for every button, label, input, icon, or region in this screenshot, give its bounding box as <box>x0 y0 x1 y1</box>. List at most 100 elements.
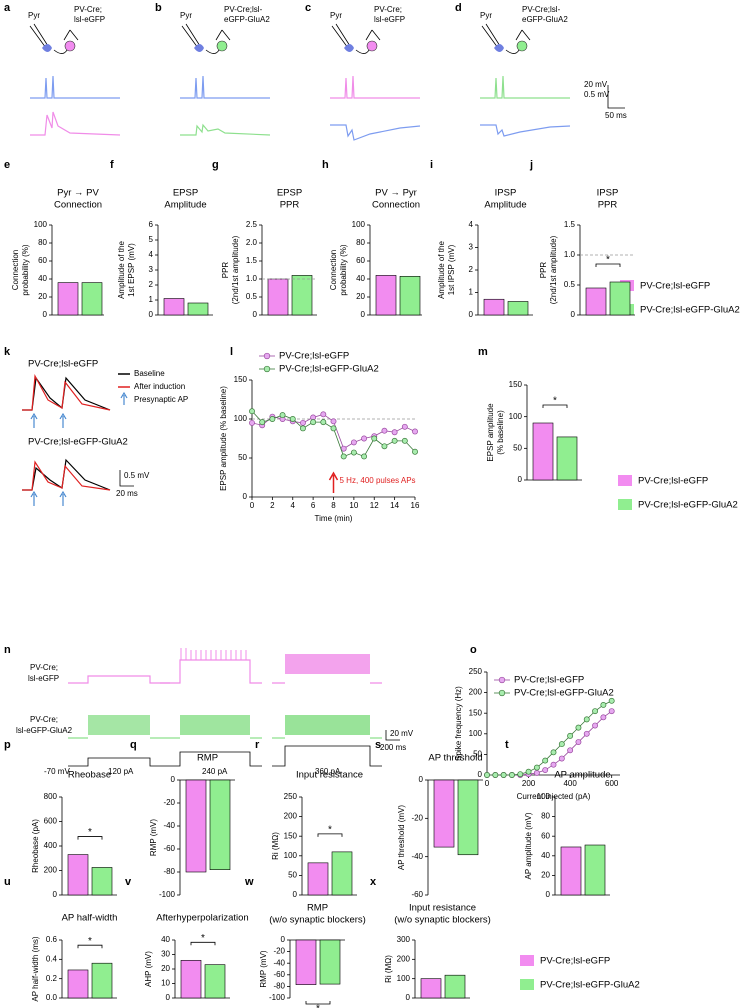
data-point <box>269 416 276 422</box>
panel-letter: c <box>305 2 311 14</box>
annotation: 5 Hz, 400 pulses APs <box>340 476 416 485</box>
data-point <box>567 747 574 754</box>
y-tick-label: 1 <box>149 295 154 304</box>
y-tick-label: 1.0 <box>246 274 258 283</box>
data-point <box>330 425 337 432</box>
cell-label: lsl-eGFP <box>374 15 405 24</box>
y-axis-label: Connection <box>11 250 20 290</box>
x-tick-label: 4 <box>291 501 296 510</box>
y-axis-label: RMP (mV) <box>149 819 158 857</box>
trace <box>330 75 420 99</box>
y-tick-label: 0.6 <box>46 935 58 944</box>
y-tick-label: -20 <box>411 813 423 822</box>
data-point <box>600 702 607 708</box>
y-tick-label: 1.5 <box>246 256 258 265</box>
bar <box>57 282 79 316</box>
y-tick-label: -60 <box>273 970 285 979</box>
y-tick-label: 30 <box>161 950 170 959</box>
significance-bracket <box>305 1001 331 1005</box>
data-point <box>371 435 378 442</box>
data-point <box>517 771 524 778</box>
y-tick-label: 0 <box>546 890 551 899</box>
electrode <box>481 23 531 49</box>
scale-line <box>607 85 625 109</box>
y-tick-label: 0 <box>419 775 424 784</box>
y-tick-label: 40 <box>541 851 550 860</box>
panel-letter: l <box>230 346 233 358</box>
y-axis-label: Spike frequency (Hz) <box>454 686 463 761</box>
panel-n: n PV-Cre; lsl-eGFP PV-Cre; lsl-eGFP-GluA… <box>4 644 414 776</box>
bar <box>295 939 317 985</box>
trace <box>30 75 120 99</box>
y-tick-label: 1.5 <box>564 220 576 229</box>
chart-title: Input resistance <box>296 770 363 781</box>
legend-label: PV-Cre;lsl-eGFP <box>514 675 584 686</box>
y-tick-label: 80 <box>356 238 365 247</box>
trace <box>180 123 271 136</box>
trace <box>330 124 421 141</box>
panel-d: d Pyr PV-Cre;lsl- eGFP-GluA2 <box>455 2 571 137</box>
y-tick-label: 0 <box>166 993 171 1002</box>
chart-title: Amplitude <box>164 200 206 211</box>
y-tick-label: 200 <box>284 812 298 821</box>
pyr-cell <box>42 44 52 52</box>
pyr-cell <box>344 44 354 52</box>
panel-letter: s <box>375 739 381 751</box>
spikes <box>180 648 247 660</box>
bar <box>444 974 466 999</box>
data-point <box>592 722 599 729</box>
legend-swatch <box>520 979 534 990</box>
y-axis-label: PPR <box>221 262 230 279</box>
data-point <box>412 448 418 455</box>
chart-title: PV → Pyr <box>375 188 417 199</box>
panel-letter: r <box>255 739 260 751</box>
legend: PV-Cre;lsl-eGFP PV-Cre;lsl-eGFP-GluA2 <box>620 280 740 316</box>
y-axis-label: probability (%) <box>21 244 30 295</box>
y-tick-label: 150 <box>234 375 248 384</box>
group-label: PV-Cre;lsl-eGFP <box>28 359 98 370</box>
y-tick-label: 80 <box>541 812 550 821</box>
panel-letter: u <box>4 876 11 888</box>
bar <box>560 846 582 896</box>
y-tick-label: 60 <box>541 831 550 840</box>
spike-train <box>285 715 370 735</box>
y-tick-label: 0.5 <box>564 280 576 289</box>
bar <box>584 844 606 896</box>
scale-label: 50 ms <box>605 111 627 120</box>
panel-letter: b <box>155 2 162 14</box>
x-tick-label: 8 <box>331 501 336 510</box>
y-tick-label: 300 <box>397 935 411 944</box>
y-tick-label: 10 <box>161 979 170 988</box>
y-tick-label: 2 <box>469 265 474 274</box>
y-tick-label: 150 <box>284 831 298 840</box>
data-point <box>381 427 388 434</box>
panel-c: c Pyr PV-Cre; lsl-eGFP <box>305 2 421 141</box>
step-label: 360 pA <box>315 767 341 776</box>
chart-title: (w/o synaptic blockers) <box>269 915 366 926</box>
y-tick-label: 50 <box>288 871 297 880</box>
y-tick-label: 250 <box>284 792 298 801</box>
panel-letter: o <box>470 644 477 656</box>
significance-label: * <box>328 825 332 836</box>
y-tick-label: 50 <box>473 750 482 759</box>
bar <box>81 282 103 316</box>
bar <box>375 275 397 316</box>
y-tick-label: 100 <box>397 974 411 983</box>
y-axis-label: (2nd/1st amplitude) <box>231 235 240 304</box>
y-tick-label: 600 <box>44 817 58 826</box>
bar <box>585 287 607 316</box>
y-tick-label: -100 <box>159 890 176 899</box>
data-point <box>350 449 357 456</box>
panel-letter: x <box>370 876 377 888</box>
y-axis-label: AP half-width (ms) <box>31 936 40 1002</box>
y-tick-label: 40 <box>161 935 170 944</box>
y-tick-label: 0 <box>243 492 248 501</box>
y-axis-label: Ri (MΩ) <box>384 955 393 983</box>
series-line <box>487 700 612 776</box>
x-tick-label: 14 <box>390 501 399 510</box>
step-command <box>68 745 382 767</box>
trace <box>480 75 570 99</box>
data-point <box>583 730 590 737</box>
chart-title: Input resistance <box>409 903 476 914</box>
